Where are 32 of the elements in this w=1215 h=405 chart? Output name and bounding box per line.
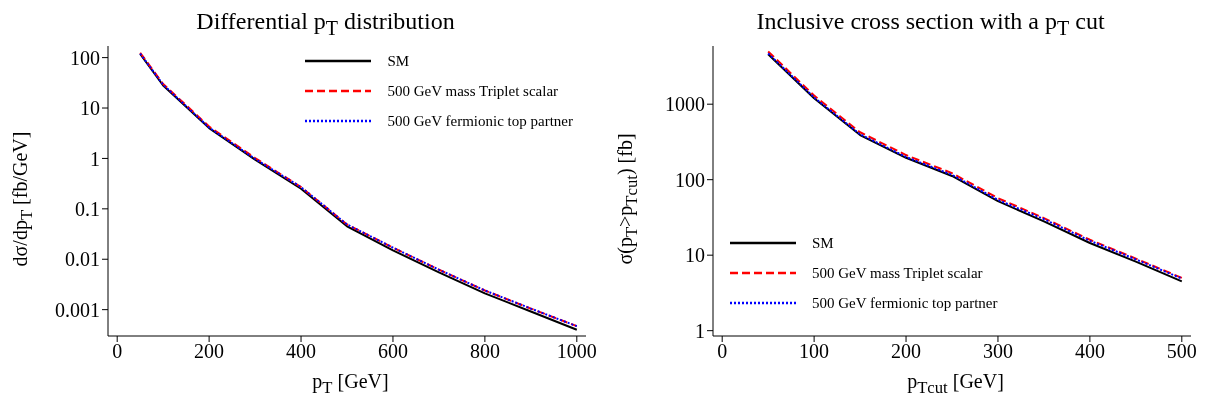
y-tick-label: 1 bbox=[695, 319, 705, 342]
x-tick-label: 500 bbox=[1166, 340, 1197, 362]
legend-label: 500 GeV fermionic top partner bbox=[387, 112, 573, 131]
x-tick-label: 0 bbox=[112, 340, 123, 362]
legend-label: 500 GeV mass Triplet scalar bbox=[387, 82, 559, 101]
x-tick-label: 200 bbox=[891, 340, 922, 362]
y-tick-label: 10 bbox=[80, 96, 100, 119]
y-tick-label: 1 bbox=[90, 147, 100, 170]
x-tick-label: 600 bbox=[377, 340, 408, 362]
x-axis-title: p$_{T}$ [GeV] bbox=[311, 369, 390, 398]
y-tick-label: 1000 bbox=[665, 93, 705, 116]
y-tick-label: 100 bbox=[675, 168, 705, 191]
x-tick-label: 800 bbox=[469, 340, 500, 362]
x-axis-title: p$_{T}$$_{cut}$ [GeV] bbox=[906, 369, 1005, 398]
y-tick-label: 0.001 bbox=[55, 298, 100, 321]
x-tick-label: 300 bbox=[982, 340, 1013, 362]
x-tick-label: 100 bbox=[799, 340, 830, 362]
y-tick-label: 100 bbox=[70, 46, 100, 69]
y-tick-label: 0.1 bbox=[75, 197, 100, 220]
x-tick-label: 0 bbox=[717, 340, 728, 362]
legend-label: SM bbox=[812, 233, 834, 253]
chart-title: Inclusive cross section with a p$_{T}$ cut bbox=[755, 8, 1106, 40]
legend-label: SM bbox=[387, 52, 410, 71]
x-tick-label: 200 bbox=[194, 340, 225, 362]
legend-label: 500 GeV fermionic top partner bbox=[812, 293, 998, 313]
y-tick-label: 0.01 bbox=[65, 248, 100, 271]
x-tick-label: 400 bbox=[286, 340, 317, 362]
y-tick-label: 10 bbox=[685, 244, 705, 267]
x-tick-label: 1000 bbox=[556, 340, 597, 362]
legend-label: 500 GeV mass Triplet scalar bbox=[812, 263, 983, 283]
x-tick-label: 400 bbox=[1074, 340, 1105, 362]
chart-title: Differential p$_{T}$ distribution bbox=[195, 8, 456, 40]
